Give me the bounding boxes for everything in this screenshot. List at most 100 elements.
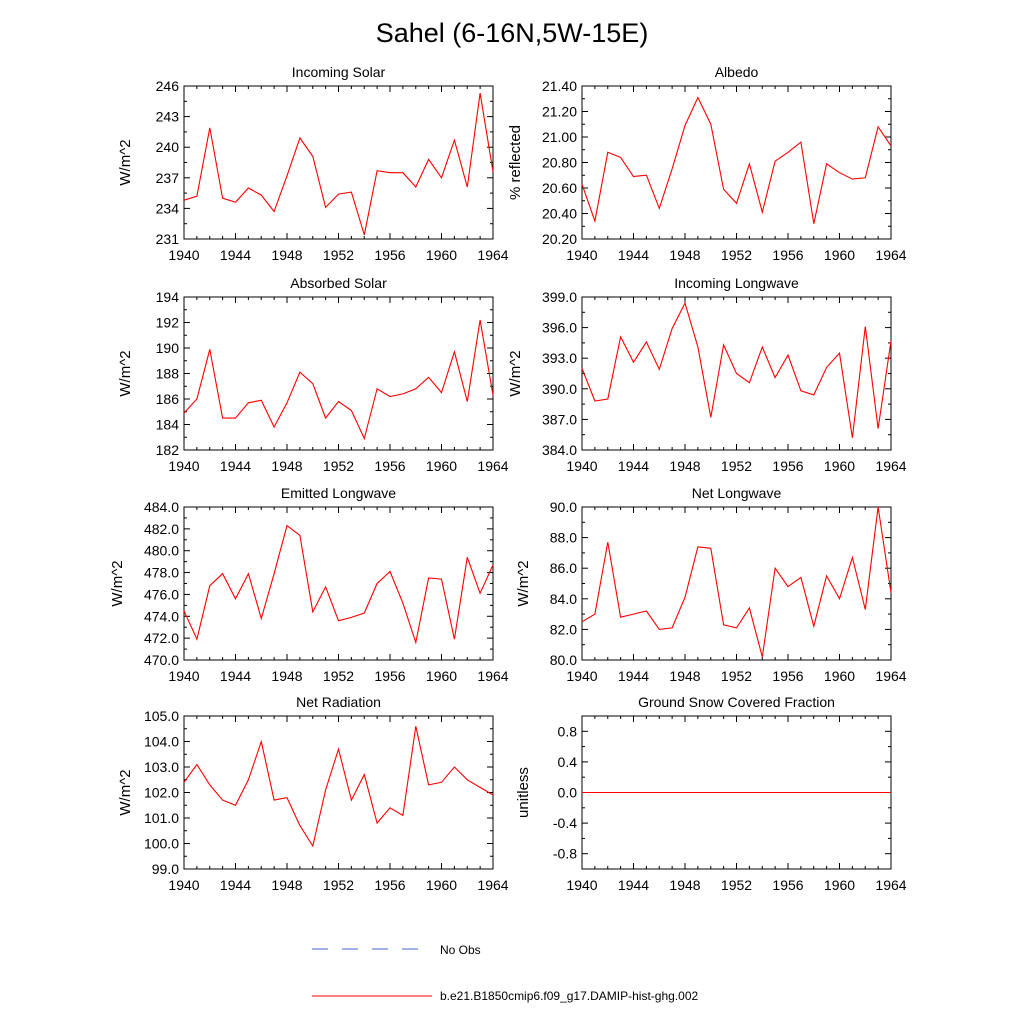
x-tick-label: 1956 bbox=[374, 458, 405, 474]
x-tick-label: 1952 bbox=[323, 668, 354, 684]
y-tick-label: 90.0 bbox=[550, 499, 577, 515]
y-tick-label: 393.0 bbox=[542, 350, 577, 366]
x-tick-label: 1944 bbox=[220, 247, 251, 263]
x-tick-label: 1948 bbox=[669, 877, 700, 893]
y-tick-label: 188 bbox=[156, 366, 180, 382]
y-tick-label: 80.0 bbox=[550, 652, 577, 668]
x-tick-label: 1944 bbox=[618, 458, 649, 474]
x-tick-label: 1960 bbox=[824, 247, 855, 263]
x-tick-label: 1948 bbox=[271, 247, 302, 263]
y-tick-label: 86.0 bbox=[550, 560, 577, 576]
panel-1: Incoming Solar 231 234 237 240 243 246 1940 1944… bbox=[117, 64, 509, 263]
plot-frame bbox=[183, 715, 494, 870]
panel-6: Net Longwave 80.0 82.0 84.0 86.0 88.0 90.0 1940… bbox=[515, 485, 907, 684]
x-tick-label: 1952 bbox=[721, 668, 752, 684]
y-tick-label: 102.0 bbox=[144, 785, 179, 801]
panel-title: Absorbed Solar bbox=[290, 275, 387, 291]
y-tick-label: 243 bbox=[156, 109, 180, 125]
x-tick-label: 1960 bbox=[824, 877, 855, 893]
y-axis-label: W/m^2 bbox=[117, 350, 134, 396]
x-tick-label: 1944 bbox=[618, 668, 649, 684]
panel-title: Albedo bbox=[715, 64, 759, 80]
y-axis-label: % reflected bbox=[507, 125, 524, 200]
x-tick-label: 1948 bbox=[669, 247, 700, 263]
x-tick-label: 1964 bbox=[477, 247, 508, 263]
x-tick-label: 1956 bbox=[374, 247, 405, 263]
x-tick-label: 1944 bbox=[220, 458, 251, 474]
x-tick-label: 1940 bbox=[566, 877, 597, 893]
x-tick-label: 1940 bbox=[168, 877, 199, 893]
y-axis-label: W/m^2 bbox=[515, 560, 532, 606]
x-tick-label: 1940 bbox=[168, 668, 199, 684]
y-tick-label: 240 bbox=[156, 139, 180, 155]
plot-frame bbox=[581, 85, 892, 240]
x-tick-label: 1956 bbox=[374, 877, 405, 893]
x-tick-label: 1964 bbox=[875, 458, 906, 474]
panel-8: Ground Snow Covered Fraction -0.8 -0.4 0.0 0… bbox=[515, 694, 907, 893]
y-tick-label: 84.0 bbox=[550, 591, 577, 607]
panel-title: Incoming Longwave bbox=[674, 275, 799, 291]
plot-frame bbox=[183, 296, 494, 451]
figure-title: Sahel (6-16N,5W-15E) bbox=[376, 18, 649, 48]
y-tick-label: 88.0 bbox=[550, 530, 577, 546]
panel-title: Incoming Solar bbox=[292, 64, 386, 80]
x-tick-label: 1952 bbox=[323, 247, 354, 263]
y-tick-label: 194 bbox=[156, 289, 180, 305]
x-tick-label: 1944 bbox=[220, 668, 251, 684]
x-tick-label: 1940 bbox=[566, 247, 597, 263]
y-tick-label: 20.40 bbox=[542, 206, 577, 222]
x-tick-label: 1948 bbox=[271, 877, 302, 893]
x-tick-label: 1960 bbox=[426, 247, 457, 263]
panel-title: Net Radiation bbox=[296, 694, 381, 710]
y-axis-label: W/m^2 bbox=[109, 560, 126, 606]
y-tick-label: 21.00 bbox=[542, 129, 577, 145]
y-tick-label: 103.0 bbox=[144, 759, 179, 775]
legend: No Obs b.e21.B1850cmip6.f09_g17.DAMIP-his… bbox=[312, 943, 698, 1003]
x-tick-label: 1952 bbox=[721, 247, 752, 263]
y-tick-label: 484.0 bbox=[144, 499, 179, 515]
y-tick-label: 396.0 bbox=[542, 320, 577, 336]
legend-label-no-obs: No Obs bbox=[440, 943, 481, 957]
y-tick-label: 234 bbox=[156, 200, 180, 216]
y-axis-label: W/m^2 bbox=[117, 769, 134, 815]
y-tick-label: 231 bbox=[156, 231, 180, 247]
x-tick-label: 1944 bbox=[618, 247, 649, 263]
x-tick-label: 1964 bbox=[477, 458, 508, 474]
series-line bbox=[581, 506, 892, 658]
panel-4: Incoming Longwave 384.0 387.0 390.0 393.0 396… bbox=[507, 275, 907, 474]
y-tick-label: 190 bbox=[156, 340, 180, 356]
x-tick-label: 1944 bbox=[220, 877, 251, 893]
plot-frame bbox=[183, 506, 494, 661]
x-tick-label: 1948 bbox=[271, 458, 302, 474]
x-tick-label: 1964 bbox=[875, 668, 906, 684]
series-line bbox=[183, 726, 494, 848]
y-tick-label: 104.0 bbox=[144, 734, 179, 750]
y-tick-label: 82.0 bbox=[550, 621, 577, 637]
y-tick-label: 0.8 bbox=[558, 723, 578, 739]
x-tick-label: 1964 bbox=[477, 668, 508, 684]
y-tick-label: 182 bbox=[156, 442, 180, 458]
y-tick-label: 192 bbox=[156, 315, 180, 331]
x-tick-label: 1960 bbox=[426, 458, 457, 474]
y-tick-label: 237 bbox=[156, 170, 180, 186]
y-tick-label: 184 bbox=[156, 417, 180, 433]
series-line bbox=[183, 524, 494, 645]
x-tick-label: 1956 bbox=[374, 668, 405, 684]
series-line bbox=[581, 96, 892, 224]
y-tick-label: 470.0 bbox=[144, 652, 179, 668]
x-tick-label: 1956 bbox=[772, 247, 803, 263]
y-tick-label: 478.0 bbox=[144, 565, 179, 581]
y-tick-label: 246 bbox=[156, 78, 180, 94]
panel-5: Emitted Longwave 470.0 472.0 474.0 476.0 478.… bbox=[109, 485, 509, 684]
y-tick-label: 476.0 bbox=[144, 586, 179, 602]
x-tick-label: 1952 bbox=[721, 458, 752, 474]
x-tick-label: 1948 bbox=[669, 668, 700, 684]
legend-label-model: b.e21.B1850cmip6.f09_g17.DAMIP-hist-ghg.… bbox=[440, 989, 698, 1003]
y-tick-label: 390.0 bbox=[542, 381, 577, 397]
y-tick-label: 21.40 bbox=[542, 78, 577, 94]
x-tick-label: 1960 bbox=[824, 458, 855, 474]
x-tick-label: 1964 bbox=[477, 877, 508, 893]
x-tick-label: 1940 bbox=[168, 247, 199, 263]
